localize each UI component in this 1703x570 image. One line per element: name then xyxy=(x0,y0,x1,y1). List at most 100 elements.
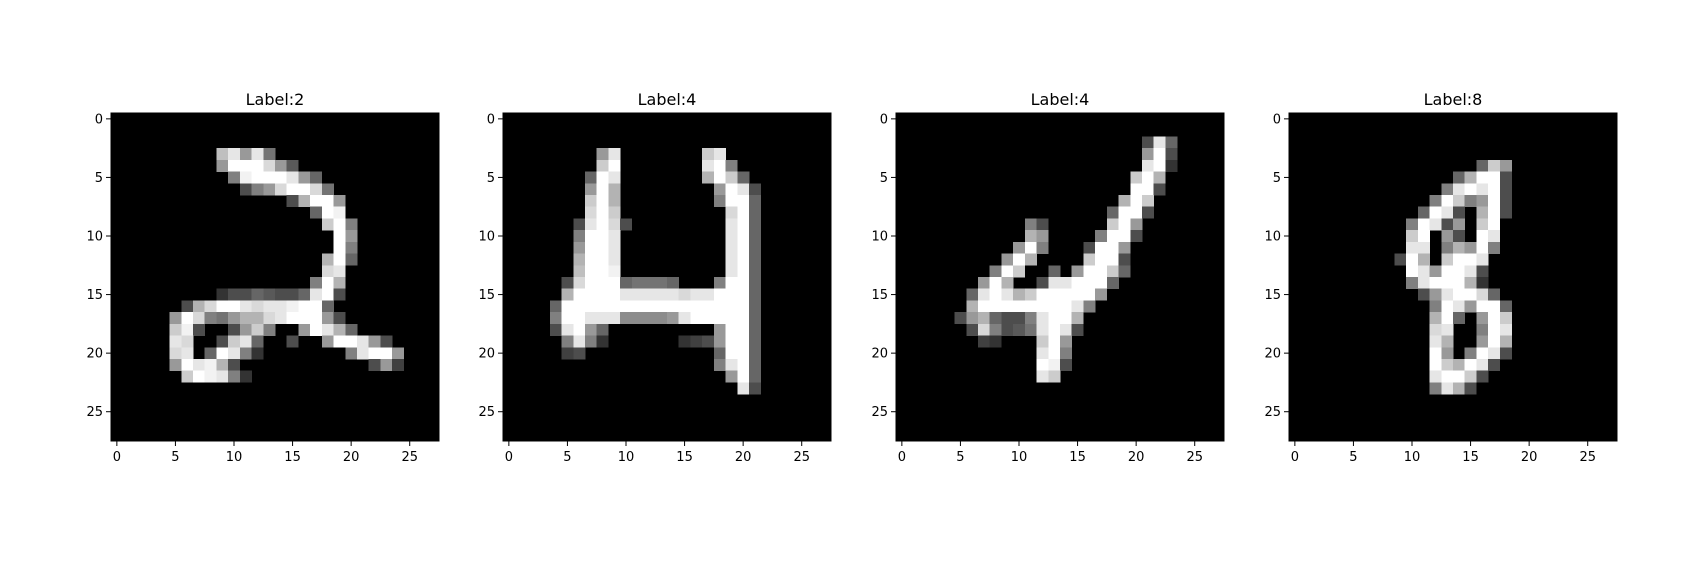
pixel xyxy=(631,277,644,290)
pixel xyxy=(1142,206,1155,219)
pixel xyxy=(585,241,598,254)
x-tick-label: 5 xyxy=(956,450,964,465)
pixel xyxy=(620,300,633,313)
pixel xyxy=(1060,277,1073,290)
pixel xyxy=(1048,359,1061,372)
pixel xyxy=(737,241,750,254)
pixel xyxy=(1013,312,1026,325)
pixel xyxy=(275,159,288,172)
pixel xyxy=(561,312,574,325)
pixel xyxy=(181,370,194,383)
pixel xyxy=(749,206,762,219)
pixel xyxy=(989,312,1002,325)
pixel xyxy=(561,288,574,301)
pixel xyxy=(1429,347,1442,360)
pixel xyxy=(263,159,276,172)
pixel xyxy=(263,312,276,325)
pixel xyxy=(286,300,299,313)
pixel xyxy=(1441,323,1454,336)
pixel xyxy=(1499,335,1512,348)
pixel xyxy=(585,277,598,290)
pixel xyxy=(713,171,726,184)
pixel xyxy=(321,300,334,313)
pixel xyxy=(713,300,726,313)
y-tick-label: 0 xyxy=(880,112,888,127)
pixel xyxy=(549,312,562,325)
pixel xyxy=(596,312,609,325)
digit-panel-1: Label:2 0 5 10 15 20 25 0 5 10 15 20 25 xyxy=(86,90,440,465)
pixel xyxy=(1048,335,1061,348)
pixel xyxy=(1118,265,1131,278)
pixel xyxy=(1106,230,1119,243)
axes-frame xyxy=(502,112,832,442)
pixel xyxy=(1464,195,1477,208)
pixel xyxy=(1441,206,1454,219)
pixel xyxy=(737,230,750,243)
pixel xyxy=(1476,183,1489,196)
pixel xyxy=(667,312,680,325)
pixel xyxy=(1036,218,1049,231)
pixel xyxy=(573,241,586,254)
pixel xyxy=(1464,359,1477,372)
pixel xyxy=(275,171,288,184)
pixel xyxy=(1429,370,1442,383)
pixel xyxy=(1130,195,1143,208)
pixel xyxy=(702,159,715,172)
pixel xyxy=(713,312,726,325)
pixel xyxy=(169,359,182,372)
pixel xyxy=(585,183,598,196)
pixel xyxy=(725,253,738,266)
y-tick-label: 25 xyxy=(86,405,103,420)
y-tick-label: 25 xyxy=(1264,405,1281,420)
pixel xyxy=(1476,347,1489,360)
pixel xyxy=(181,347,194,360)
pixel xyxy=(1142,148,1155,161)
pixel xyxy=(1048,323,1061,336)
pixel xyxy=(1071,288,1084,301)
pixel xyxy=(1476,265,1489,278)
pixel xyxy=(608,241,621,254)
pixel xyxy=(678,300,691,313)
pixel xyxy=(1441,195,1454,208)
pixel xyxy=(1441,288,1454,301)
pixel xyxy=(310,300,323,313)
pixel xyxy=(596,230,609,243)
pixel xyxy=(1441,218,1454,231)
pixel xyxy=(643,312,656,325)
pixel xyxy=(1048,277,1061,290)
pixel xyxy=(1441,241,1454,254)
pixel xyxy=(690,335,703,348)
pixel xyxy=(725,300,738,313)
pixel xyxy=(216,159,229,172)
pixel xyxy=(1024,218,1037,231)
pixel xyxy=(1106,253,1119,266)
pixel xyxy=(737,347,750,360)
pixel xyxy=(216,148,229,161)
pixel xyxy=(181,300,194,313)
pixel xyxy=(216,288,229,301)
pixel xyxy=(1464,277,1477,290)
pixel xyxy=(1453,218,1466,231)
pixel xyxy=(321,265,334,278)
pixel xyxy=(737,359,750,372)
pixel xyxy=(1036,312,1049,325)
pixel xyxy=(204,370,217,383)
pixel xyxy=(561,323,574,336)
pixel xyxy=(585,335,598,348)
pixel xyxy=(749,253,762,266)
pixel xyxy=(228,370,241,383)
pixel xyxy=(321,206,334,219)
y-tick-label: 20 xyxy=(871,347,888,362)
pixel xyxy=(1036,335,1049,348)
pixel xyxy=(1071,265,1084,278)
pixel xyxy=(1095,265,1108,278)
pixel-layer xyxy=(169,148,405,383)
pixel xyxy=(1441,347,1454,360)
pixel xyxy=(193,370,206,383)
pixel xyxy=(978,335,991,348)
pixel xyxy=(1013,288,1026,301)
y-tick-label: 20 xyxy=(86,347,103,362)
pixel xyxy=(1048,300,1061,313)
pixel xyxy=(1453,300,1466,313)
pixel xyxy=(263,323,276,336)
